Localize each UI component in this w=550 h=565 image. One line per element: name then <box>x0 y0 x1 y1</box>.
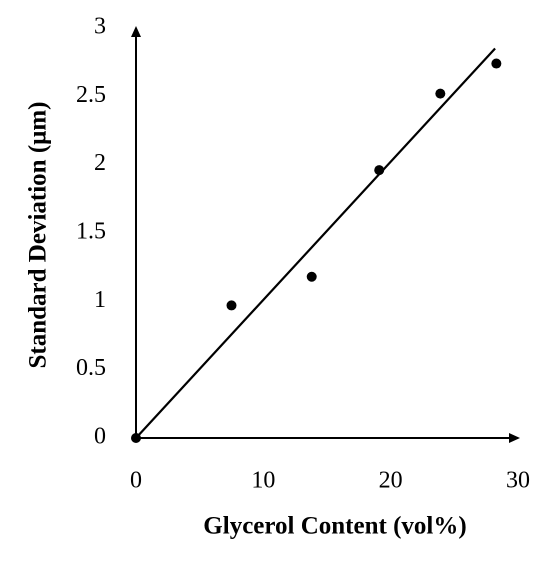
data-point <box>131 433 141 443</box>
x-tick-label: 30 <box>506 468 530 494</box>
y-tick-label: 1 <box>94 287 106 313</box>
trend-line <box>135 47 496 439</box>
x-tick-label: 20 <box>379 468 403 494</box>
y-tick-label: 3 <box>94 14 106 40</box>
y-tick-label: 1.5 <box>76 219 106 245</box>
y-axis-arrow <box>131 26 141 37</box>
y-tick-label: 0 <box>94 424 106 450</box>
data-point <box>435 88 446 99</box>
data-point <box>306 271 317 282</box>
data-point <box>374 165 385 176</box>
data-point <box>226 300 237 311</box>
x-tick-label: 10 <box>251 468 275 494</box>
y-tick-label: 2.5 <box>76 82 106 108</box>
x-tick-label: 0 <box>130 468 142 494</box>
y-tick-label: 0.5 <box>76 355 106 381</box>
data-point <box>491 58 502 69</box>
x-axis-arrow <box>509 433 520 443</box>
y-tick-label: 2 <box>94 150 106 176</box>
y-axis-title: Standard Deviation (μm) <box>25 102 52 369</box>
x-axis-title: Glycerol Content (vol%) <box>203 513 466 540</box>
